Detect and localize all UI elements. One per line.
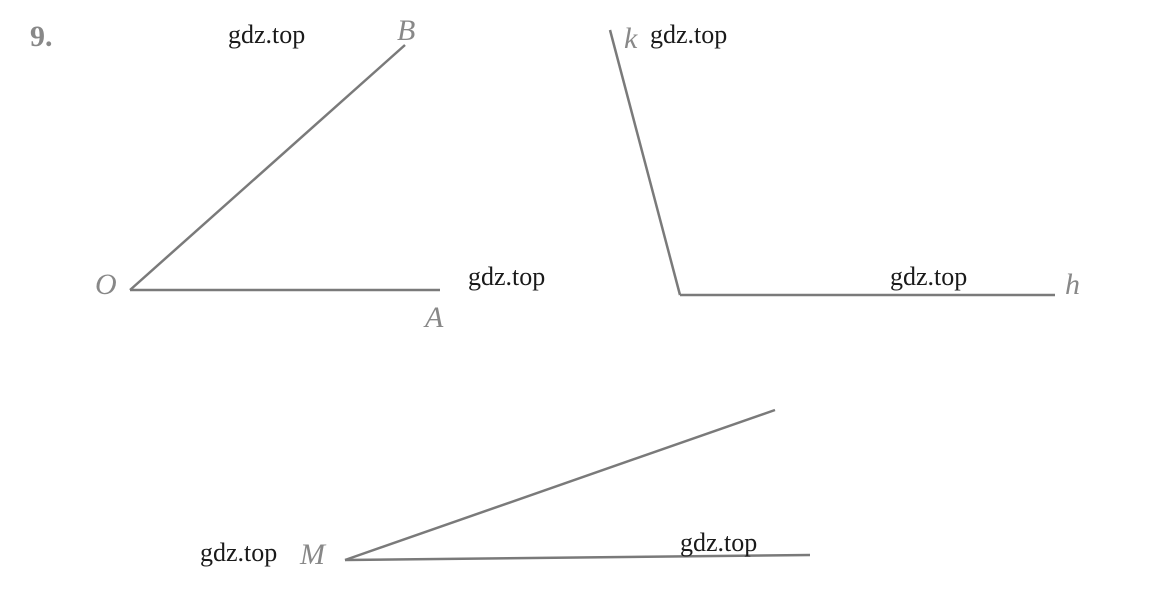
problem-number: 9.: [30, 20, 53, 54]
label-h: h: [1065, 268, 1080, 302]
ray-OB: [130, 45, 405, 290]
watermark: gdz.top: [650, 20, 727, 50]
ray-k: [610, 30, 680, 295]
watermark: gdz.top: [890, 262, 967, 292]
label-A: A: [425, 301, 443, 335]
watermark: gdz.top: [200, 538, 277, 568]
watermark: gdz.top: [468, 262, 545, 292]
watermark: gdz.top: [228, 20, 305, 50]
watermark: gdz.top: [680, 528, 757, 558]
geometry-diagram: 9. O A B k h M gdz.top gdz.top gdz.top g…: [0, 0, 1159, 599]
angles-svg: [0, 0, 1159, 599]
label-B: B: [397, 14, 415, 48]
label-k: k: [624, 22, 637, 56]
label-M: M: [300, 538, 325, 572]
label-O: O: [95, 268, 117, 302]
